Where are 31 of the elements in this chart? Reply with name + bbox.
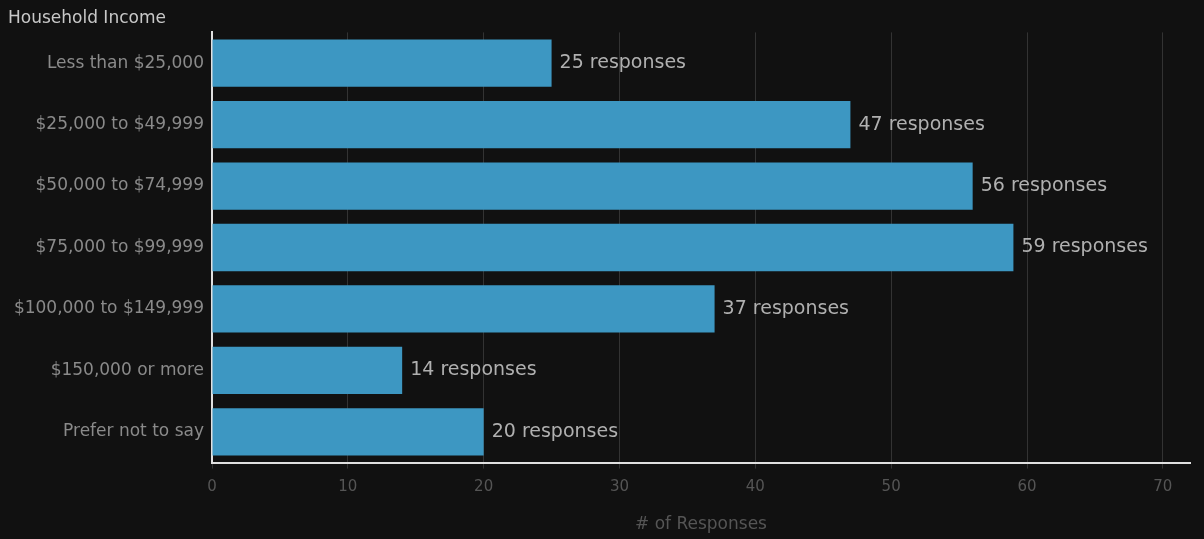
x-tick-label: 60	[1017, 477, 1037, 496]
x-tick-label: 0	[207, 477, 217, 496]
data-label: 20 responses	[491, 418, 619, 441]
data-label: 47 responses	[858, 111, 985, 134]
x-tick-label: 10	[338, 477, 358, 496]
chart-title: Household Income	[8, 6, 166, 27]
bar	[212, 223, 1014, 272]
data-label: 14 responses	[410, 357, 537, 380]
data-label: 59 responses	[1021, 234, 1148, 257]
x-tick-label: 40	[745, 477, 765, 496]
bar	[212, 285, 715, 333]
x-tick-label: 70	[1153, 477, 1173, 496]
data-label: 25 responses	[559, 50, 687, 73]
y-tick-label: Prefer not to say	[63, 420, 204, 441]
x-tick-label: 50	[881, 477, 901, 496]
data-label: 56 responses	[980, 172, 1108, 195]
bar	[212, 100, 851, 149]
x-tick-label: 20	[474, 477, 494, 496]
x-axis-title: # of Responses	[635, 513, 768, 534]
y-tick-label: $100,000 to $149,999	[13, 297, 204, 318]
data-label: 37 responses	[722, 295, 850, 318]
x-tick-label: 30	[609, 477, 630, 496]
y-tick-label: $75,000 to $99,999	[35, 235, 204, 256]
bar	[212, 408, 484, 456]
y-tick-label: $150,000 or more	[50, 358, 204, 379]
bar	[212, 346, 403, 395]
y-tick-label: $50,000 to $74,999	[35, 174, 204, 195]
y-tick-label: Less than $25,000	[46, 51, 204, 72]
bar	[212, 39, 552, 87]
y-tick-label: $25,000 to $49,999	[35, 113, 204, 134]
bar	[212, 162, 973, 210]
